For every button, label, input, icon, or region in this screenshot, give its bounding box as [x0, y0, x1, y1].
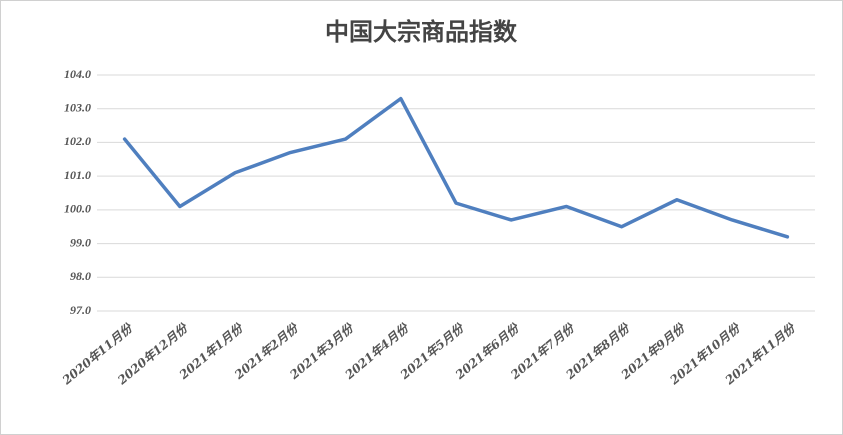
data-line — [122, 96, 790, 239]
y-tick-label: 102.0 — [64, 134, 91, 148]
y-tick-label: 103.0 — [64, 100, 91, 114]
y-tick-label: 97.0 — [70, 303, 91, 317]
y-tick-label: 104.0 — [64, 67, 91, 81]
y-tick-label: 98.0 — [70, 269, 91, 283]
y-tick-label: 99.0 — [70, 235, 91, 249]
y-tick-label: 100.0 — [64, 202, 91, 216]
y-tick-label: 101.0 — [64, 168, 91, 182]
chart-title: 中国大宗商品指数 — [325, 18, 518, 46]
